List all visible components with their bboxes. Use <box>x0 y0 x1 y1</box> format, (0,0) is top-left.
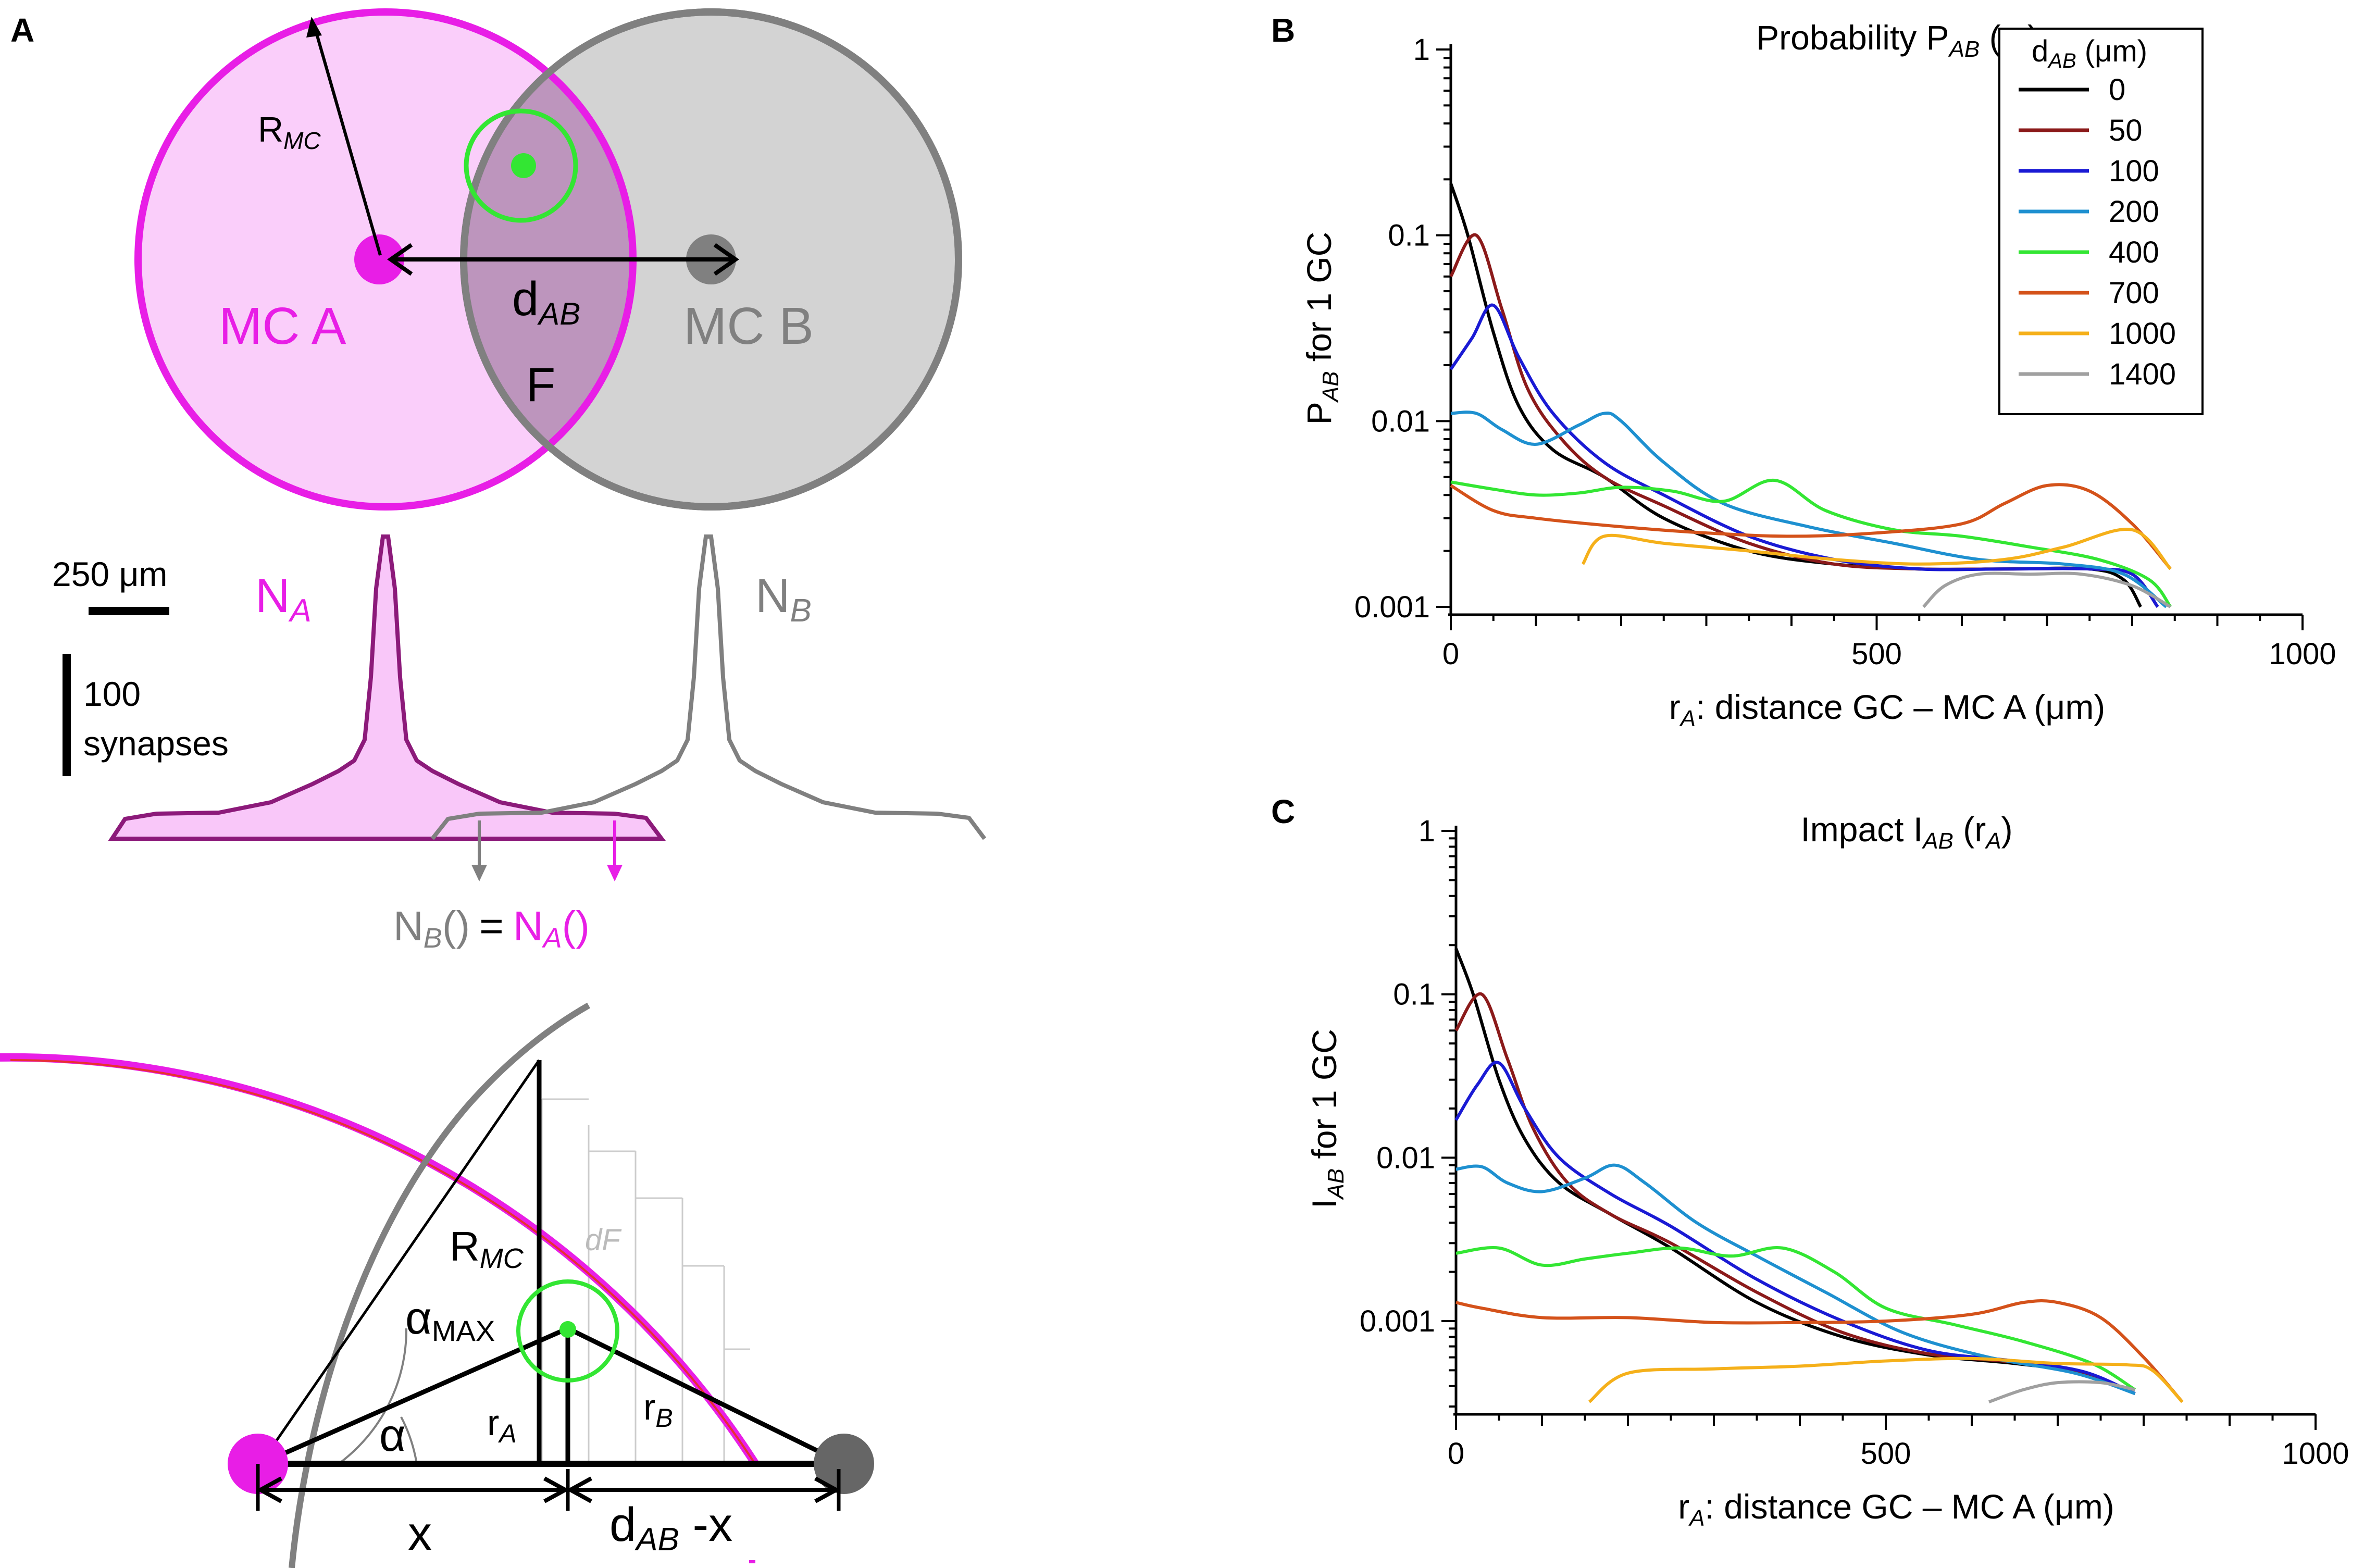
mc-b-soma-detail <box>814 1434 874 1494</box>
mc-b-boundary-arc <box>289 1002 590 1568</box>
equality-label: NB() = NA() <box>393 903 590 954</box>
x-axis-label: rA: distance GC – MC A (μm) <box>1669 688 2106 731</box>
y-tick-label: 0.1 <box>1388 219 1430 253</box>
series-line-200 <box>1450 410 2168 608</box>
x-tick-label: 0 <box>1442 637 1459 671</box>
series-line-200 <box>1455 1163 2136 1396</box>
geo-alpha-max-label: αMAX <box>405 1292 495 1347</box>
d-ab-arrowhead-left <box>387 243 413 276</box>
overlap-region <box>464 16 629 503</box>
alpha-max-arc <box>338 1328 408 1465</box>
series-line-400 <box>1450 479 2172 608</box>
mc-a-boundary-inner-arc <box>10 1059 755 1464</box>
panel-c-letter: C <box>1271 793 1295 830</box>
gc-soma <box>511 153 536 178</box>
y-tick-label: 0.1 <box>1393 978 1435 1012</box>
r-b-line <box>567 1326 845 1466</box>
gc-dendrite-circle-detail <box>516 1279 619 1383</box>
geo-dab-minus-x-label: dAB -x <box>609 1498 732 1558</box>
geometry-diagram <box>0 1002 874 1568</box>
legend-label-1400: 1400 <box>2109 357 2176 391</box>
panel-b-letter: B <box>1271 11 1295 49</box>
legend-label-400: 400 <box>2109 235 2159 269</box>
y-tick-label: 1 <box>1419 814 1435 848</box>
legend-label-50: 50 <box>2109 114 2143 147</box>
mc-a-soma <box>354 234 404 284</box>
na-label: NA <box>255 569 312 629</box>
alpha-max-line <box>259 1059 541 1465</box>
d-ab-label: dAB <box>512 272 580 331</box>
series-line-700 <box>1455 1299 2184 1403</box>
x-tick-label: 1000 <box>2282 1437 2349 1471</box>
series-line-1000 <box>1588 1357 2184 1403</box>
chart-c: 1 0.1 0.01 0.001 0 500 1000 Impact IAB (rA) rA: … <box>1305 810 2349 1531</box>
chart-title: Probability PAB (rA) <box>1756 18 2039 62</box>
y-tick-label: 0.001 <box>1354 590 1430 624</box>
series-line-700 <box>1450 483 2172 570</box>
series-line-100 <box>1449 303 2159 608</box>
x-tick-label: 500 <box>1861 1437 1911 1471</box>
mc-a-label: MC A <box>219 297 346 355</box>
legend-label-100: 100 <box>2109 154 2159 188</box>
x-tick-label: 500 <box>1851 637 1902 671</box>
gc-dendrite-circle <box>464 108 578 223</box>
mc-b-label: MC B <box>683 297 814 355</box>
panel-a-letter: A <box>10 11 34 49</box>
f-label: F <box>526 358 555 412</box>
series-line-1000 <box>1581 527 2172 570</box>
synapses-label-text: synapses <box>83 724 229 763</box>
legend-label-700: 700 <box>2109 276 2159 310</box>
legend-label-200: 200 <box>2109 195 2159 229</box>
d-ab-arrowhead-right <box>713 243 739 276</box>
na-distribution <box>108 534 666 841</box>
nb-label: NB <box>755 569 812 629</box>
geo-ra-label: rA <box>487 1402 517 1448</box>
na-down-arrowhead <box>607 865 623 881</box>
legend-b: dAB (μm) 0 50 100 200 400 700 1000 1400 <box>1998 28 2204 415</box>
r-a-line <box>259 1326 569 1466</box>
legend-title: dAB (μm) <box>2032 34 2147 72</box>
synapses-label-number: 100 <box>83 675 141 713</box>
y-tick-label: 0.01 <box>1376 1141 1435 1175</box>
x-tick-label: 1000 <box>2269 637 2336 671</box>
y-tick-label: 1 <box>1413 33 1430 67</box>
mc-a-boundary-arc <box>0 1053 759 1466</box>
x-tick-label: 0 <box>1448 1437 1464 1471</box>
y-axis-label: IAB for 1 GC <box>1305 1029 1349 1209</box>
geo-rb-label: rB <box>643 1387 673 1433</box>
series-line-1400 <box>1922 571 2172 608</box>
chart-title: Impact IAB (rA) <box>1800 810 2012 854</box>
nb-down-arrowhead <box>471 865 487 881</box>
r-mc-arrow <box>314 28 382 256</box>
gc-soma-detail <box>559 1321 576 1338</box>
series-line-400 <box>1455 1246 2136 1391</box>
nb-distribution <box>430 534 987 840</box>
legend-label-1000: 1000 <box>2109 317 2176 351</box>
alpha-arc <box>400 1416 418 1464</box>
r-mc-label: RMC <box>258 110 321 154</box>
y-tick-label: 0.001 <box>1360 1304 1435 1338</box>
geo-x-label: x <box>408 1507 432 1560</box>
y-axis-label: PAB for 1 GC <box>1300 232 1343 425</box>
r-mc-arrowhead <box>306 17 322 38</box>
legend-label-0: 0 <box>2109 73 2125 107</box>
series-line-1400 <box>1988 1380 2136 1404</box>
scale-bar-label: 250 μm <box>52 555 167 593</box>
geo-alpha-label: α <box>379 1409 406 1461</box>
series-line-50 <box>1454 992 2136 1395</box>
geo-df-label: dF <box>585 1223 622 1257</box>
legend-box <box>1998 28 2204 415</box>
geo-rmc-label: RMC <box>450 1223 524 1274</box>
y-tick-label: 0.01 <box>1371 404 1430 438</box>
x-axis-label: rA: distance GC – MC A (μm) <box>1678 1487 2114 1531</box>
df-grid <box>541 1098 750 1464</box>
